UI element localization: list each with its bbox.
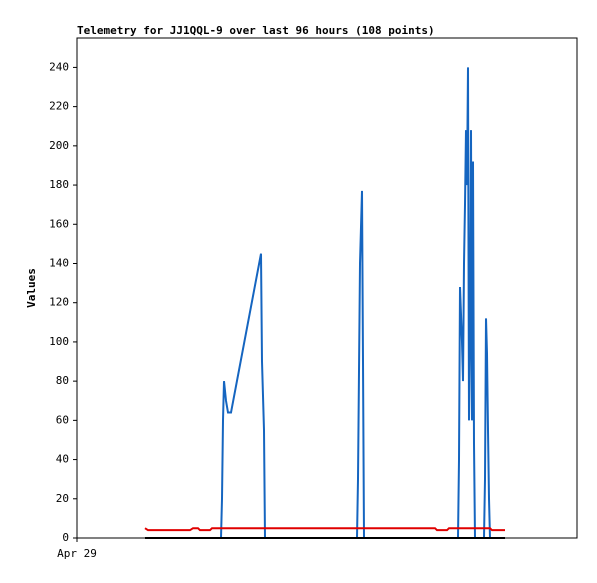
y-tick-label: 60 [56, 413, 69, 426]
y-tick-label: 180 [49, 178, 69, 191]
series-line [144, 527, 505, 532]
x-tick-label: Apr 29 [57, 547, 97, 560]
y-tick-label: 80 [56, 374, 69, 387]
y-tick-label: 40 [56, 453, 69, 466]
y-tick-label: 100 [49, 335, 69, 348]
y-axis-label: Values [25, 268, 38, 308]
y-tick-label: 120 [49, 296, 69, 309]
y-tick-label: 240 [49, 60, 69, 73]
y-tick-label: 20 [56, 492, 69, 505]
y-tick-label: 220 [49, 100, 69, 113]
chart-title: Telemetry for JJ1QQL-9 over last 96 hour… [77, 24, 435, 37]
y-tick-label: 0 [62, 531, 69, 544]
y-tick-label: 160 [49, 217, 69, 230]
y-tick-label: 200 [49, 139, 69, 152]
y-tick-label: 140 [49, 256, 69, 269]
